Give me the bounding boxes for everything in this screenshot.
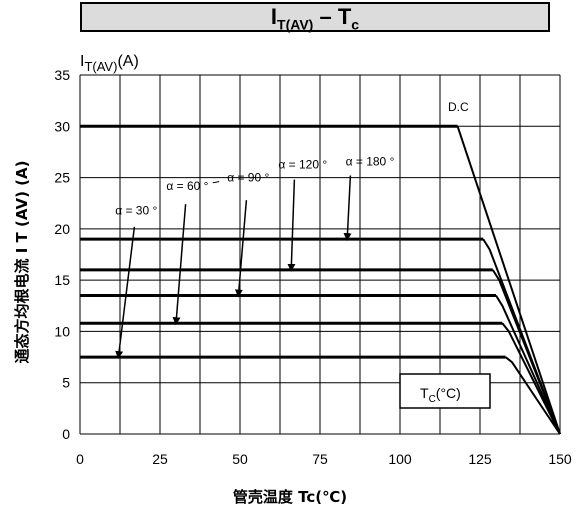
annotation-label-3: α = 90 ° — [227, 171, 269, 185]
x-tick-label: 100 — [388, 451, 412, 467]
chart-title: IT(AV) – Tc — [80, 2, 550, 32]
y-tick-label: 0 — [62, 426, 70, 442]
annotation-label-4: α = 60 ° — [166, 179, 208, 193]
annotation-label-2: α = 120 ° — [278, 157, 327, 171]
y-tick-label: 20 — [54, 221, 70, 237]
annotation-label-0: D.C — [448, 100, 469, 114]
tc-legend-box — [399, 373, 491, 409]
series-line-derate-4 — [501, 322, 561, 435]
annotation-arrow-1 — [343, 175, 352, 242]
annotation-arrow-2 — [287, 179, 296, 272]
y-tick-label: 25 — [54, 170, 70, 186]
annotation-arrow-5 — [115, 226, 136, 360]
tick-labels: 0 25 50 75 100 125 150 0 5 10 15 20 25 30 35 — [54, 67, 571, 467]
grid — [79, 74, 561, 435]
annotation-label-1: α = 180 ° — [346, 154, 395, 168]
y-axis-label: 通态方均根电流 I T (AV) (A) — [13, 161, 31, 364]
series-line-derate-0 — [456, 125, 561, 435]
y-unit-label: IT(AV)(A) — [80, 53, 139, 74]
annotations: D.C α = 180 ° α = 120 ° α = 90 ° α = 60 ° α =… — [115, 100, 491, 409]
series-line-derate-2 — [491, 269, 561, 435]
x-tick-label: 25 — [152, 451, 168, 467]
y-tick-label: 10 — [54, 323, 70, 339]
tc-legend-label: TC(°C) — [420, 385, 461, 405]
annotation-arrow-3 — [234, 200, 248, 298]
y-tick-label: 35 — [54, 67, 70, 83]
x-tick-label: 75 — [312, 451, 328, 467]
x-tick-label: 50 — [232, 451, 248, 467]
series-line-derate-5 — [504, 356, 561, 435]
x-tick-label: 0 — [76, 451, 84, 467]
x-tick-label: 125 — [468, 451, 492, 467]
y-tick-label: 15 — [54, 272, 70, 288]
label-separator-dash — [212, 181, 220, 184]
x-tick-label: 150 — [548, 451, 572, 467]
x-axis-label: 管壳温度 Tc(℃) — [233, 488, 347, 506]
annotation-label-5: α = 30 ° — [115, 203, 157, 217]
y-tick-label: 30 — [54, 118, 70, 134]
annotation-arrow-4 — [172, 204, 187, 326]
series-line-derate-3 — [495, 294, 561, 435]
y-tick-label: 5 — [62, 375, 70, 391]
series-lines — [80, 124, 561, 435]
